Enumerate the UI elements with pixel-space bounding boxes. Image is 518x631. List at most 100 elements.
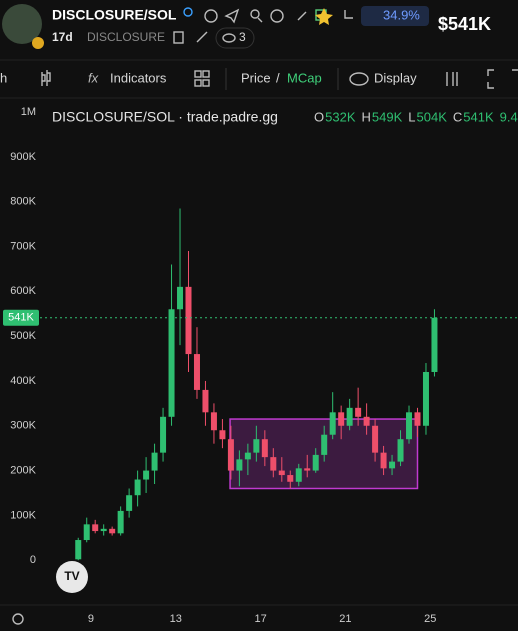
y-tick-label: 500K [10,330,36,342]
last-price-label: 541K [8,312,34,324]
token-name: DISCLOSURE [87,30,165,44]
ohlc-value: 504K [417,109,448,124]
change-partial: 9.4 [500,109,518,124]
y-tick-label: 900K [10,151,36,163]
candle-body [431,317,438,372]
price: $541K [438,14,491,34]
gear-icon[interactable] [12,613,24,625]
candle-body [406,412,413,440]
candle-body [92,524,99,532]
y-tick-label: 200K [10,464,36,476]
candle-body [160,416,167,453]
candle-body [244,452,251,460]
toolbar-partial[interactable]: h [0,70,7,85]
candle-body [202,389,209,413]
age: 17d [52,30,73,44]
ohlc-key: O [314,109,324,124]
candle-body [210,412,217,431]
candle-body [219,430,226,440]
candle-body [329,412,336,435]
candle-body [380,452,387,469]
x-tick-label: 21 [339,613,351,625]
candle-body [253,439,260,453]
y-tick-label: 400K [10,375,36,387]
candle-body [346,407,353,426]
x-tick-label: 13 [170,613,182,625]
candle-body [261,439,268,458]
y-tick-label: 100K [10,509,36,521]
ohlc-value: 541K [463,109,494,124]
candle-body [168,309,175,417]
toggle-sep: / [276,70,280,85]
candle-body [397,439,404,462]
candle-body [372,425,379,453]
last-price-box [3,309,39,326]
change: 34.9% [383,7,420,22]
avatar[interactable] [2,4,42,44]
candle-icon[interactable] [41,70,51,86]
mcap-toggle[interactable]: MCap [287,70,322,85]
tv-logo-mark: TV [64,569,79,583]
y-tick-label: 300K [10,420,36,432]
price-toggle[interactable]: Price [241,70,271,85]
settings-icon[interactable] [446,72,458,86]
plot: O 532K H 549K L 504K C 541K 9.40100K200K300K400K… [3,106,518,625]
candle-body [126,495,133,511]
ohlc-value: 549K [372,109,403,124]
candle-body [304,468,311,471]
watchers-pill [215,27,255,49]
ohlc-key: C [453,109,462,124]
candle-body [389,461,396,469]
candle-body [422,371,429,426]
candle-body [363,416,370,426]
candle-body [295,468,302,482]
ohlc-value: 532K [325,109,356,124]
candle-body [83,524,90,541]
y-tick-label: 600K [10,285,36,297]
copy-icon[interactable] [173,31,184,44]
badge [32,37,44,49]
candle-body [338,412,345,426]
candle-body [278,470,285,476]
layout-icon[interactable] [194,70,210,87]
candle-body [227,439,234,471]
candle-body [177,286,184,310]
candle-body [236,459,243,471]
ohlc-key: L [408,109,415,124]
candle-body [312,454,319,471]
x-tick-label: 9 [88,613,94,625]
legend-title: DISCLOSURE/SOL · trade.padre.gg [52,109,278,125]
candle-body [75,540,82,560]
star[interactable] [315,8,333,25]
candle-body [134,479,141,496]
y-tick-label: 1M [21,106,36,118]
candle-body [185,286,192,355]
candle-body [414,412,421,426]
candle-body [109,528,116,534]
candle-body [100,528,107,532]
candle-body [117,510,124,534]
candle-body [321,434,328,455]
candle-body [287,475,294,482]
display[interactable]: Display [374,70,417,85]
change-badge [361,6,429,26]
indicators[interactable]: Indicators [110,70,167,85]
candle-body [270,457,277,471]
ohlc-key: H [362,109,371,124]
candle-body [193,354,200,390]
fx-icon[interactable]: fx [88,70,99,85]
candle-body [355,407,362,417]
eye-icon [222,33,236,43]
y-tick-label: 0 [30,554,36,566]
y-tick-label: 700K [10,240,36,252]
fullscreen-icon[interactable] [487,69,518,89]
watchers: 3 [239,30,246,44]
eye-icon[interactable] [349,72,369,86]
tv-logo[interactable] [56,561,88,593]
x-tick-label: 25 [424,613,436,625]
link-icon[interactable] [196,31,208,43]
y-tick-label: 800K [10,196,36,208]
x-tick-label: 17 [254,613,266,625]
